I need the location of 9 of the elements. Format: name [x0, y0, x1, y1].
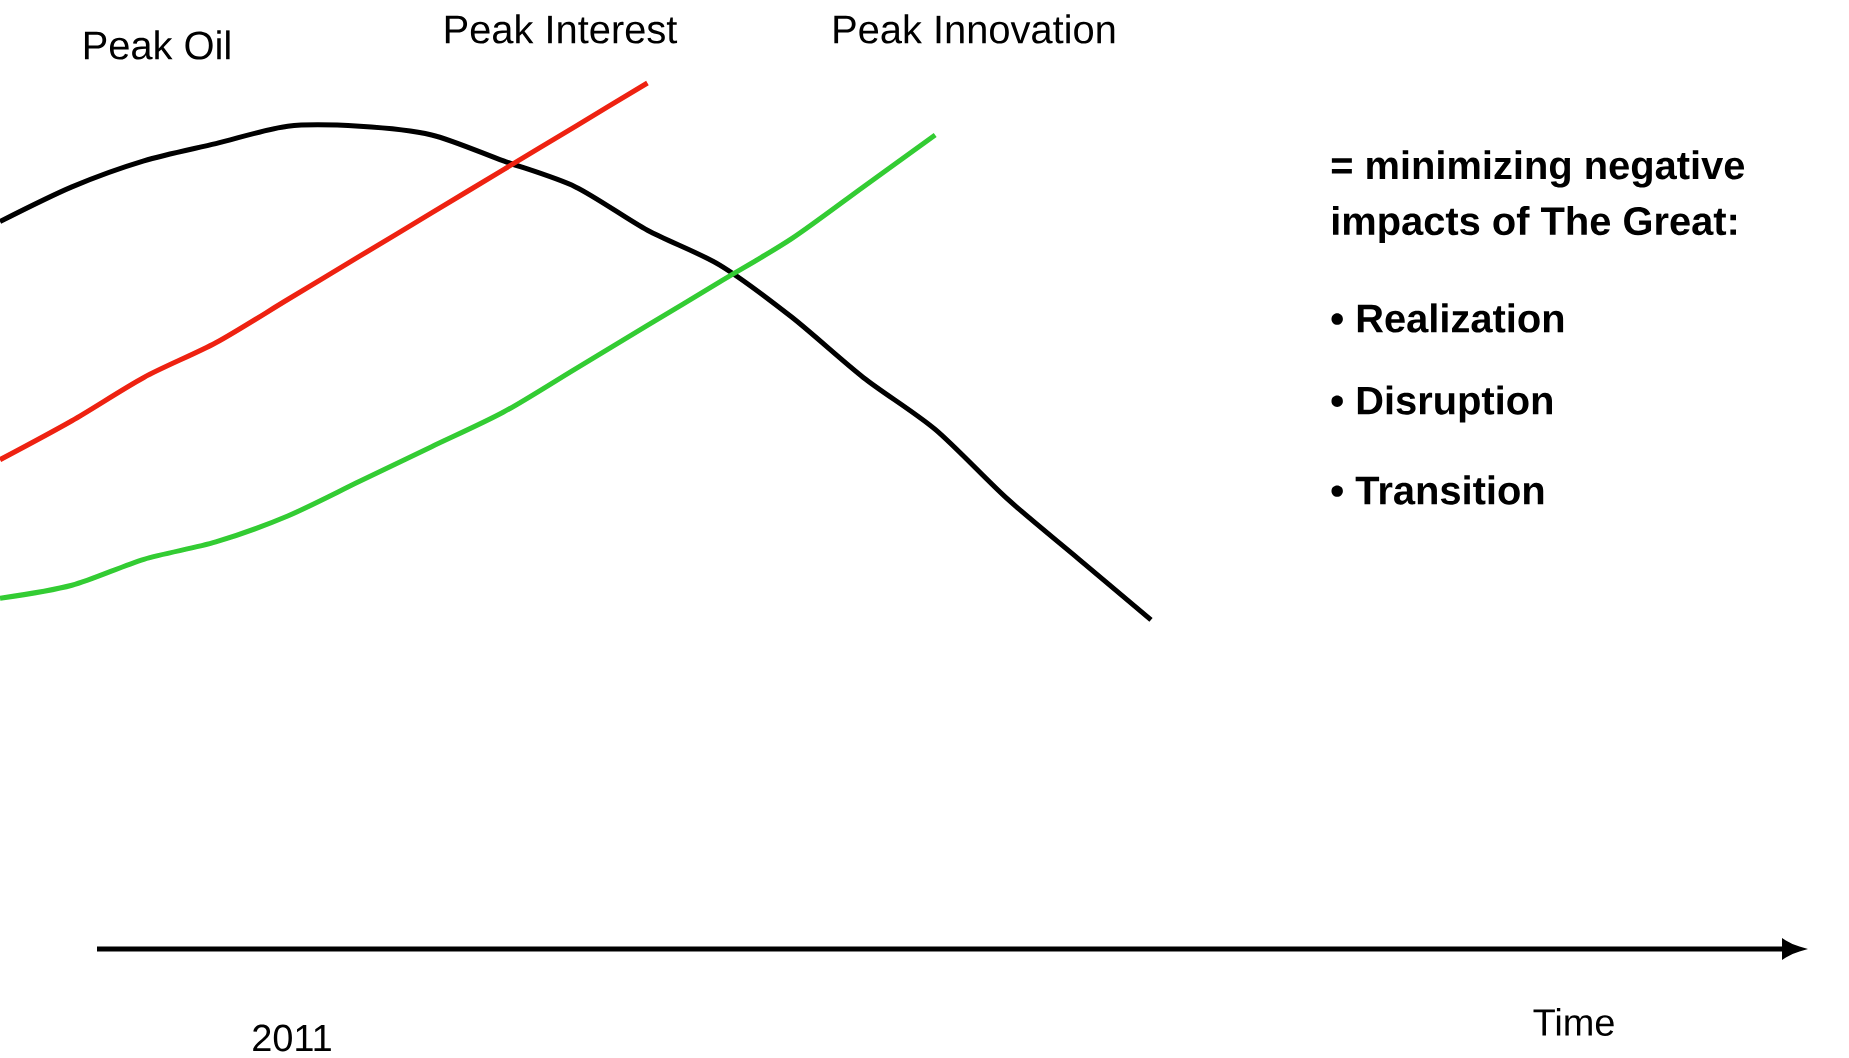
- text: • Transition: [1331, 475, 1544, 505]
- text: = minimizing negative impacts of The Great:: [1331, 150, 1745, 244]
- series-label: Peak Interest: [445, 14, 678, 44]
- text: • Disruption: [1331, 385, 1552, 423]
- text: 2011: [253, 1024, 331, 1052]
- series-label: Peak Oil: [84, 30, 230, 60]
- text: Peak Innovation: [834, 14, 1115, 44]
- text: • Realization: [1331, 303, 1564, 333]
- text: Time: [1533, 1008, 1614, 1036]
